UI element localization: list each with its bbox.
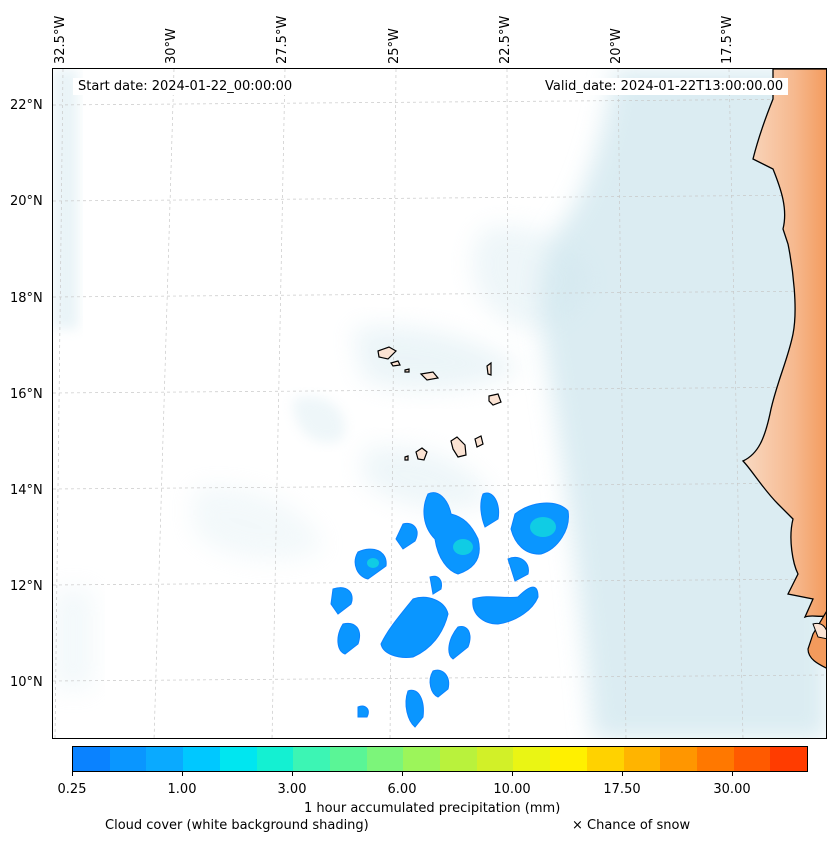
colorbar-swatch xyxy=(623,747,661,771)
colorbar-tick-label: 17.50 xyxy=(603,782,641,797)
lat-label-22n: 22°N xyxy=(10,98,43,113)
colorbar-swatch xyxy=(293,747,330,771)
colorbar-tick-mark xyxy=(182,772,183,776)
map-canvas xyxy=(53,69,826,738)
valid-date-label: Valid_date: 2024-01-22T13:00:00.00 xyxy=(540,78,789,95)
colorbar-swatch xyxy=(476,747,514,771)
colorbar-swatch xyxy=(513,747,551,771)
colorbar-swatch xyxy=(219,747,257,771)
colorbar-tick-label: 1.00 xyxy=(167,782,197,797)
colorbar-swatch xyxy=(440,747,477,771)
colorbar-tick-mark xyxy=(732,772,733,776)
lon-label-22-5w: 22.5°W xyxy=(498,15,513,64)
colorbar-swatch xyxy=(329,747,367,771)
colorbar-swatch xyxy=(146,747,184,771)
colorbar-swatch xyxy=(696,747,734,771)
colorbar-swatch xyxy=(183,747,220,771)
lon-label-25w: 25°W xyxy=(387,28,402,64)
colorbar-tick-label: 30.00 xyxy=(713,782,751,797)
snow-chance-note: × Chance of snow xyxy=(572,818,691,833)
lat-label-16n: 16°N xyxy=(10,387,43,402)
precipitation-colorbar xyxy=(72,746,808,772)
colorbar-swatch xyxy=(366,747,404,771)
africa-landmass xyxy=(741,69,826,669)
lat-label-10n: 10°N xyxy=(10,675,43,690)
colorbar-tick-mark xyxy=(622,772,623,776)
precipitation-cores xyxy=(367,517,556,568)
lat-label-12n: 12°N xyxy=(10,579,43,594)
precipitation-cells xyxy=(330,492,569,728)
cloud-cover-shading xyxy=(53,69,826,738)
colorbar-swatch xyxy=(733,747,771,771)
lon-label-17-5w: 17.5°W xyxy=(720,15,735,64)
colorbar-tick-mark xyxy=(72,772,73,776)
colorbar-swatch xyxy=(403,747,441,771)
lon-label-27-5w: 27.5°W xyxy=(275,15,290,64)
colorbar-swatch xyxy=(660,747,697,771)
colorbar-swatch xyxy=(770,747,808,771)
colorbar-tick-label: 10.00 xyxy=(493,782,531,797)
map-panel[interactable] xyxy=(52,68,827,739)
lat-label-20n: 20°N xyxy=(10,194,43,209)
lon-label-30w: 30°W xyxy=(164,28,179,64)
colorbar-swatch xyxy=(73,747,110,771)
colorbar-tick-label: 0.25 xyxy=(57,782,87,797)
lon-label-32-5w: 32.5°W xyxy=(53,15,68,64)
cloud-cover-note: Cloud cover (white background shading) xyxy=(105,818,369,833)
colorbar-tick-label: 3.00 xyxy=(277,782,307,797)
colorbar-tick-mark xyxy=(292,772,293,776)
lon-label-20w: 20°W xyxy=(609,28,624,64)
lat-label-14n: 14°N xyxy=(10,483,43,498)
colorbar-tick-label: 6.00 xyxy=(387,782,417,797)
colorbar-tick-mark xyxy=(512,772,513,776)
start-date-label: Start date: 2024-01-22_00:00:00 xyxy=(73,78,298,95)
colorbar-tick-mark xyxy=(402,772,403,776)
colorbar-swatch xyxy=(256,747,294,771)
cape-verde-islands xyxy=(377,346,502,461)
colorbar-swatch xyxy=(586,747,624,771)
colorbar-swatch xyxy=(109,747,147,771)
lat-label-18n: 18°N xyxy=(10,291,43,306)
colorbar-label: 1 hour accumulated precipitation (mm) xyxy=(304,801,561,816)
colorbar-swatch xyxy=(550,747,587,771)
